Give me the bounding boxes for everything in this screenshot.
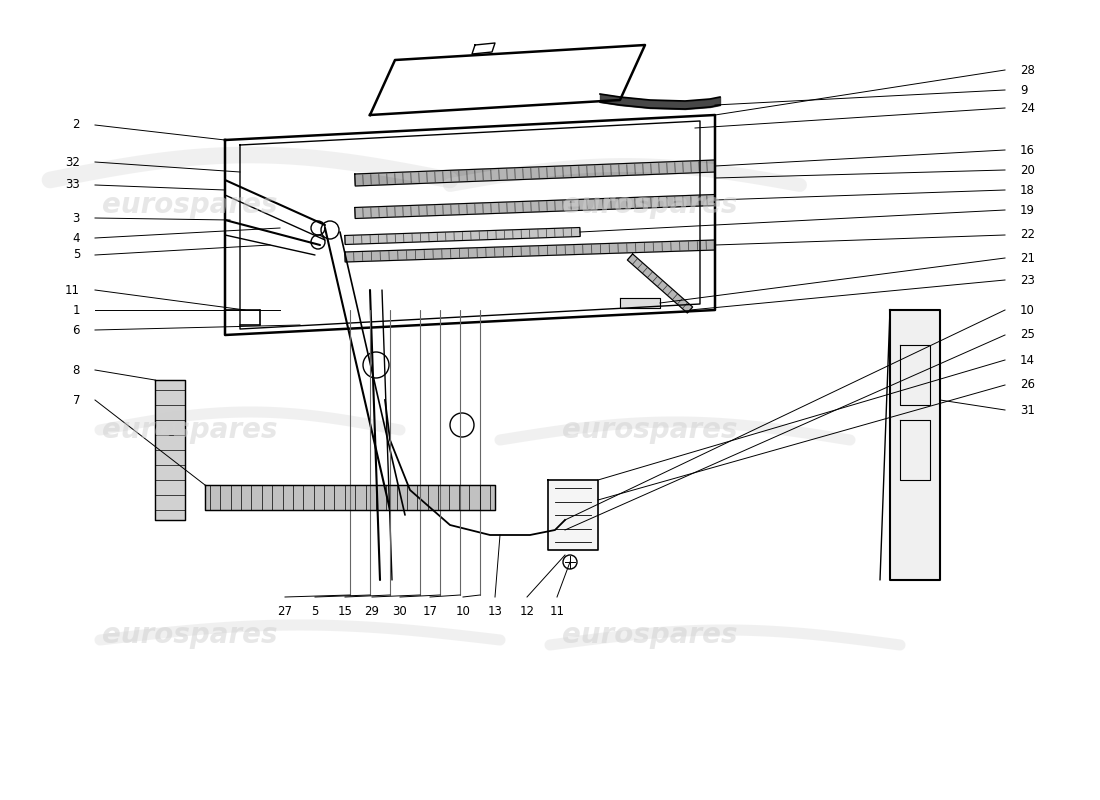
Text: 7: 7	[73, 394, 80, 406]
Text: 26: 26	[1020, 378, 1035, 391]
Text: 9: 9	[1020, 83, 1027, 97]
Text: 16: 16	[1020, 143, 1035, 157]
Text: eurospares: eurospares	[102, 621, 277, 649]
Text: 5: 5	[311, 605, 319, 618]
Text: 3: 3	[73, 211, 80, 225]
Text: 31: 31	[1020, 403, 1035, 417]
Polygon shape	[890, 310, 940, 580]
Text: eurospares: eurospares	[562, 621, 738, 649]
Text: 6: 6	[73, 323, 80, 337]
Text: 21: 21	[1020, 251, 1035, 265]
Text: 20: 20	[1020, 163, 1035, 177]
Text: 18: 18	[1020, 183, 1035, 197]
Text: 14: 14	[1020, 354, 1035, 366]
Polygon shape	[355, 194, 715, 218]
Text: 30: 30	[393, 605, 407, 618]
Text: 10: 10	[1020, 303, 1035, 317]
Text: eurospares: eurospares	[562, 416, 738, 444]
Text: 5: 5	[73, 249, 80, 262]
Text: 10: 10	[455, 605, 471, 618]
Polygon shape	[344, 227, 580, 245]
Polygon shape	[620, 298, 660, 308]
Text: 2: 2	[73, 118, 80, 131]
Text: 32: 32	[65, 155, 80, 169]
Text: 24: 24	[1020, 102, 1035, 114]
Text: eurospares: eurospares	[562, 191, 738, 219]
Text: 33: 33	[65, 178, 80, 191]
Text: 17: 17	[422, 605, 438, 618]
Text: 25: 25	[1020, 329, 1035, 342]
Text: 22: 22	[1020, 229, 1035, 242]
Text: eurospares: eurospares	[102, 191, 277, 219]
Text: 28: 28	[1020, 63, 1035, 77]
Polygon shape	[627, 254, 693, 313]
Polygon shape	[355, 160, 715, 186]
Text: 23: 23	[1020, 274, 1035, 286]
Text: 13: 13	[487, 605, 503, 618]
Text: eurospares: eurospares	[102, 416, 277, 444]
Text: 29: 29	[364, 605, 380, 618]
Text: 11: 11	[550, 605, 564, 618]
Polygon shape	[155, 380, 185, 520]
Polygon shape	[548, 480, 598, 550]
Polygon shape	[205, 485, 495, 510]
Text: 1: 1	[73, 303, 80, 317]
Text: 15: 15	[338, 605, 352, 618]
Text: 27: 27	[277, 605, 293, 618]
Text: 4: 4	[73, 231, 80, 245]
Text: 11: 11	[65, 283, 80, 297]
Text: 12: 12	[519, 605, 535, 618]
Polygon shape	[344, 240, 715, 262]
Text: 19: 19	[1020, 203, 1035, 217]
Text: 8: 8	[73, 363, 80, 377]
